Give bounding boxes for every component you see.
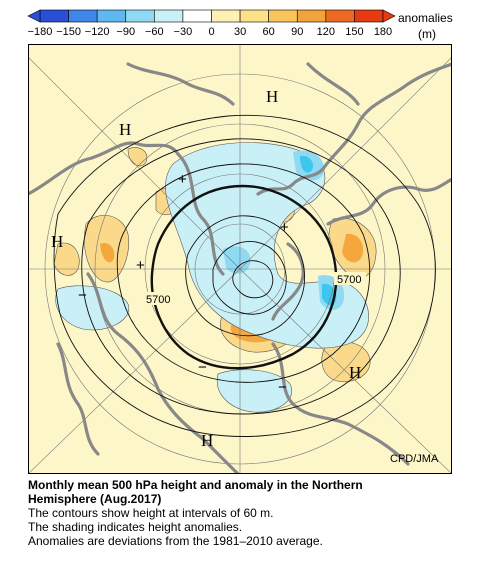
minus-sign-3: − [278,379,287,396]
map-frame [28,44,452,474]
colorbar-tick-label: 90 [291,26,303,38]
high-marker-north: H [266,87,278,106]
high-marker-northwest: H [119,120,131,139]
colorbar-unit: (m) [418,27,436,41]
colorbar-swatch [211,9,241,23]
plus-sign-1: + [178,171,187,188]
caption-contour-note: The contours show height at intervals of… [28,506,274,520]
contour-label-5700-west: 5700 [146,294,170,306]
anomaly-colorbar: −180 −150 −120 −90 −60 −30 0 30 60 90 120 150 180 an… [27,9,453,41]
colorbar-swatch [268,9,298,23]
minus-sign-2: − [198,359,207,376]
colorbar-swatch [354,9,384,23]
colorbar-swatch [125,9,155,23]
colorbar-swatch [68,9,98,23]
colorbar-swatch [96,9,127,23]
plus-sign-2: + [136,257,145,274]
colorbar-tick-label: −30 [174,26,193,38]
figure-caption: Monthly mean 500 hPa height and anomaly … [28,478,468,548]
colorbar-ticks: −180 −150 −120 −90 −60 −30 0 30 60 90 120 150 180 [28,26,393,38]
caption-shading-note: The shading indicates height anomalies. [28,520,243,534]
pressure-markers: H H H H H [51,87,361,450]
height-contours [53,114,436,437]
colorbar-swatch [325,9,355,23]
colorbar-swatch [154,9,184,23]
credit-label: CPD/JMA [390,453,439,465]
high-marker-west: H [51,232,63,251]
colorbar-tick-label: 0 [208,26,214,38]
caption-baseline-note: Anomalies are deviations from the 1981–2… [28,534,323,548]
colorbar-tick-label: 150 [345,26,363,38]
colorbar-tick-label: 180 [374,26,392,38]
anomaly-signs: + + + − − − [78,171,289,396]
colorbar-tick-label: −180 [28,26,53,38]
colorbar-tick-label: 30 [234,26,246,38]
colorbar-arrow-high [382,9,396,23]
colorbar-tick-label: −90 [116,26,135,38]
contour-labels: 5700 5700 [143,272,366,306]
colorbar-tick-label: −120 [85,26,110,38]
minus-sign-1: − [78,287,87,304]
colorbar-swatches [27,9,396,23]
high-marker-southeast: H [349,363,361,382]
caption-title-line2: Hemisphere (Aug.2017) [28,492,162,506]
colorbar-tick-label: 60 [263,26,275,38]
colorbar-swatch [239,9,269,23]
colorbar-tick-label: −150 [56,26,81,38]
colorbar-swatch [39,9,69,23]
coastlines [28,62,452,474]
colorbar-title: anomalies [398,11,453,25]
caption-title-line1: Monthly mean 500 hPa height and anomaly … [28,478,363,492]
colorbar-swatch [182,9,212,23]
colorbar-swatch [296,9,327,23]
colorbar-tick-label: 120 [317,26,335,38]
colorbar-tick-label: −60 [145,26,164,38]
colorbar-arrow-low [27,9,41,23]
hemisphere-map: H H H H H + + + − − − 5700 5700 CPD/JMA [28,44,452,474]
high-marker-south: H [201,431,213,450]
plus-sign-3: + [280,219,289,236]
contour-label-5700-east: 5700 [337,274,361,286]
